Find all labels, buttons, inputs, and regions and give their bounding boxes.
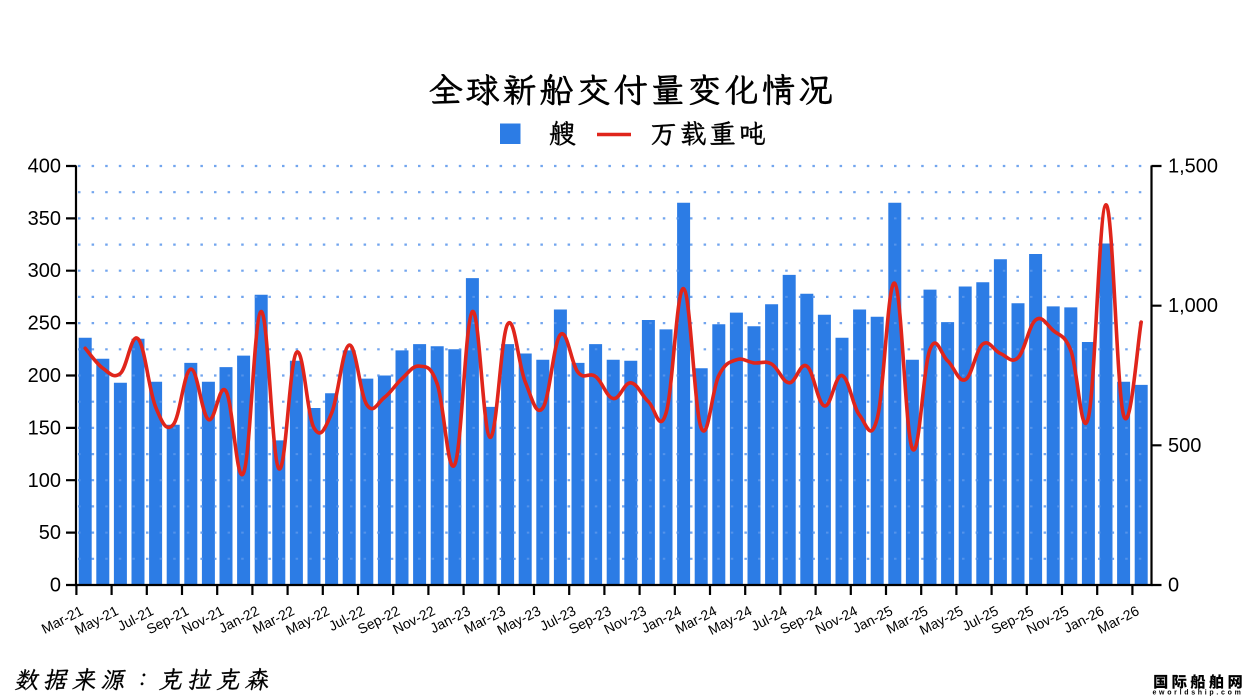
svg-text:50: 50 [39,522,61,544]
svg-text:1,000: 1,000 [1168,295,1218,317]
svg-text:400: 400 [28,156,61,178]
svg-text:0: 0 [1168,575,1179,597]
svg-text:500: 500 [1168,435,1201,457]
svg-text:200: 200 [28,365,61,387]
svg-text:Mar-26: Mar-26 [1095,602,1142,636]
svg-text:150: 150 [28,417,61,439]
svg-text:0: 0 [50,575,61,597]
svg-text:250: 250 [28,313,61,335]
svg-text:eworldship.com: eworldship.com [1152,689,1243,696]
svg-text:350: 350 [28,208,61,230]
svg-text:300: 300 [28,260,61,282]
svg-text:1,500: 1,500 [1168,156,1218,178]
svg-text:100: 100 [28,470,61,492]
